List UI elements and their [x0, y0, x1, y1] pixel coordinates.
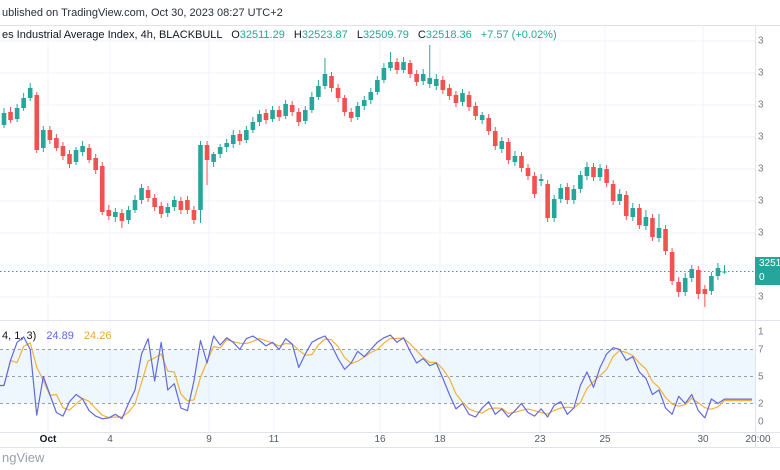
low-value: 32509.79	[362, 29, 409, 41]
stoch-tick-label: 2	[758, 398, 764, 409]
time-tick-label: 18	[434, 434, 446, 445]
tradingview-watermark[interactable]: ngView	[2, 450, 45, 465]
stoch-tick-label: 1	[758, 326, 764, 337]
price-tick-label: 3	[758, 67, 764, 79]
symbol-legend[interactable]: es Industrial Average Index, 4h, BLACKBU…	[2, 29, 557, 41]
time-tick-label: 23	[534, 434, 546, 445]
time-tick-label: 20:00	[745, 434, 771, 445]
stoch-tick-label: 7	[758, 344, 764, 355]
publish-text: ublished on TradingView.com, Oct 30, 202…	[2, 6, 283, 19]
close-value: 32518.36	[425, 29, 472, 41]
current-price-tag: 32518.36 0	[755, 257, 780, 285]
low-label: L	[356, 29, 363, 41]
price-tick-label: 3	[758, 227, 764, 239]
time-scale[interactable]: Oct 4 9 11 16 18 23 25 30 20:00	[0, 433, 780, 447]
stoch-tick-label: 0	[758, 416, 764, 427]
price-tick-label: 3	[758, 99, 764, 111]
time-tick-label: 9	[206, 434, 212, 445]
stoch-legend[interactable]: 4, 1, 3) 24.89 24.26	[2, 330, 111, 342]
time-tick-label: 30	[697, 434, 709, 445]
publish-bar: ublished on TradingView.com, Oct 30, 202…	[0, 0, 780, 26]
stoch-title: 4, 1, 3)	[2, 330, 37, 342]
price-tick-label: 3	[758, 195, 764, 207]
current-price-value: 32518.36	[759, 258, 780, 269]
bar-countdown: 0	[759, 272, 765, 283]
open-label: O	[231, 29, 240, 41]
stoch-k-value: 24.89	[46, 330, 74, 342]
change-value: +7.57 (+0.02%)	[480, 29, 557, 41]
time-tick-label: Oct	[39, 434, 57, 445]
time-tick-label: 4	[107, 434, 113, 445]
price-tick-label: 3	[758, 163, 764, 175]
time-tick-label: 25	[599, 434, 611, 445]
time-tick-label: 11	[268, 434, 280, 445]
price-tick-label: 3	[758, 291, 764, 303]
high-label: H	[293, 29, 302, 41]
price-tick-label: 3	[758, 35, 764, 47]
open-value: 32511.29	[239, 29, 285, 41]
symbol-title: es Industrial Average Index, 4h, BLACKBU…	[2, 29, 223, 41]
price-tick-label: 3	[758, 131, 764, 143]
close-label: C	[417, 29, 426, 41]
stoch-tick-label: 5	[758, 371, 764, 382]
stoch-d-value: 24.26	[83, 330, 112, 342]
time-tick-label: 16	[374, 434, 386, 445]
high-value: 32523.87	[301, 29, 348, 41]
